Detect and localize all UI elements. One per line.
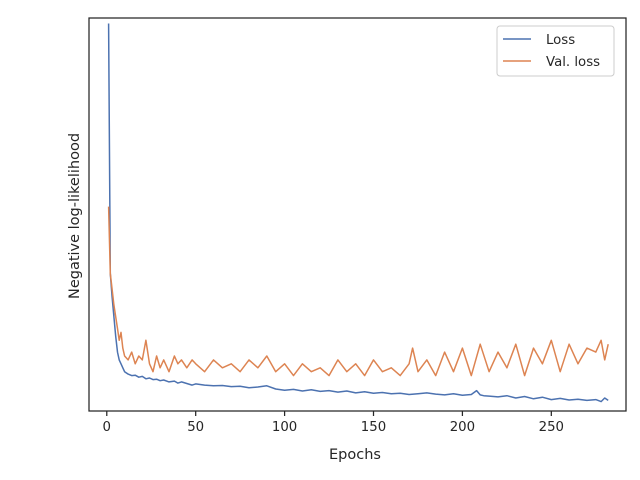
y-axis-label: Negative log-likelihood bbox=[67, 133, 83, 299]
series-line-1 bbox=[107, 23, 609, 403]
x-tick-label: 50 bbox=[187, 420, 204, 435]
legend-label-2: Val. loss bbox=[546, 55, 600, 70]
axes-frame bbox=[88, 17, 627, 412]
axes: 0 50 100 150 200 250 bbox=[88, 17, 627, 435]
x-tick-label: 150 bbox=[361, 420, 386, 435]
x-tick-label: 200 bbox=[450, 420, 475, 435]
x-tick-label: 250 bbox=[539, 420, 564, 435]
x-tick-label: 0 bbox=[103, 420, 111, 435]
x-tick-label: 100 bbox=[272, 420, 297, 435]
legend: Loss Val. loss bbox=[496, 25, 615, 77]
x-axis-label: Epochs bbox=[329, 447, 381, 463]
plot-area bbox=[107, 23, 609, 403]
legend-label-1: Loss bbox=[546, 33, 575, 48]
series-line-2 bbox=[107, 206, 609, 377]
